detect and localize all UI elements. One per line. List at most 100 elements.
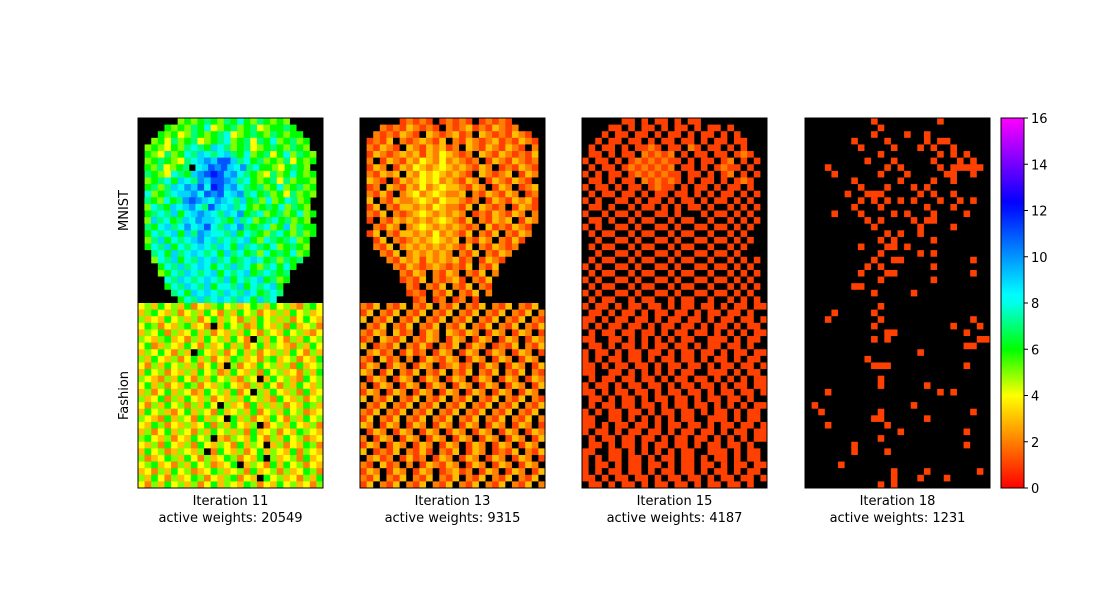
heatmap-cell — [700, 474, 708, 482]
heatmap-cell — [237, 435, 245, 443]
heatmap-cell — [291, 203, 298, 211]
heatmap-cell — [316, 210, 324, 218]
heatmap-cell — [753, 316, 761, 324]
heatmap-cell — [747, 144, 755, 152]
heatmap-cell — [595, 342, 603, 350]
heatmap-cell — [164, 454, 172, 462]
heatmap-cell — [621, 210, 629, 218]
heatmap-cell — [538, 303, 546, 310]
heatmap-cell — [426, 421, 433, 429]
heatmap-cell — [316, 428, 324, 436]
heatmap-cell — [661, 190, 669, 198]
heatmap-cell — [309, 157, 317, 165]
heatmap-cell — [296, 184, 304, 191]
heatmap-cell — [243, 441, 251, 449]
heatmap-cell — [197, 481, 205, 489]
heatmap-cell — [511, 336, 519, 343]
heatmap-cell — [197, 170, 205, 178]
heatmap-cell — [634, 415, 642, 423]
heatmap-cell — [399, 474, 407, 482]
heatmap-cell — [309, 151, 317, 158]
heatmap-cell — [171, 269, 178, 277]
heatmap-cell — [615, 415, 622, 423]
heatmap-cell — [276, 283, 284, 291]
heatmap-cell — [648, 164, 655, 172]
heatmap-cell — [283, 441, 291, 449]
heatmap-cell — [760, 210, 768, 218]
heatmap-cell — [177, 468, 185, 476]
heatmap-cell — [465, 316, 473, 324]
heatmap-cell — [432, 388, 440, 396]
heatmap-cell — [237, 124, 245, 132]
heatmap-cell — [303, 481, 311, 489]
heatmap-cell — [197, 309, 205, 317]
heatmap-cell — [518, 388, 526, 396]
heatmap-cell — [270, 355, 278, 363]
heatmap-cell — [727, 415, 735, 423]
heatmap-cell — [498, 197, 506, 205]
heatmap-cell — [531, 388, 539, 396]
heatmap-cell — [360, 131, 367, 139]
heatmap-cell — [309, 243, 317, 251]
heatmap-cell — [485, 369, 493, 376]
heatmap-cell — [393, 276, 400, 284]
heatmap-cell — [283, 329, 291, 337]
heatmap-cell — [753, 329, 761, 337]
heatmap-cell — [634, 388, 642, 396]
heatmap-cell — [250, 157, 258, 165]
heatmap-cell — [478, 349, 486, 357]
heatmap-cell — [250, 269, 258, 277]
heatmap-cell — [386, 375, 394, 383]
heatmap-cell — [601, 230, 609, 238]
heatmap-cell — [747, 322, 755, 330]
heatmap-cell — [674, 382, 682, 390]
heatmap-cell — [681, 283, 689, 291]
heatmap-cell — [687, 474, 695, 482]
heatmap-cell — [615, 289, 622, 297]
heatmap-cell — [492, 203, 500, 211]
heatmap-cell — [223, 316, 231, 324]
heatmap-cell — [525, 355, 533, 363]
heatmap-cell — [857, 118, 865, 125]
heatmap-cell — [747, 151, 755, 158]
heatmap-cell — [588, 223, 596, 231]
heatmap-cell — [276, 269, 284, 277]
heatmap-cell — [485, 243, 493, 251]
heatmap-cell — [197, 296, 205, 304]
heatmap-cell — [595, 395, 603, 403]
heatmap-cell — [237, 454, 245, 462]
heatmap-cell — [263, 243, 271, 251]
heatmap-cell — [309, 177, 317, 185]
heatmap-cell — [694, 289, 702, 297]
heatmap-cell — [667, 283, 675, 291]
heatmap-cell — [525, 375, 533, 383]
heatmap-cell — [720, 236, 728, 244]
heatmap-cell — [366, 388, 374, 396]
heatmap-cell — [595, 322, 603, 330]
heatmap-cell — [184, 223, 192, 231]
heatmap-cell — [360, 243, 367, 251]
heatmap-cell — [733, 263, 741, 271]
heatmap-cell — [223, 137, 231, 145]
heatmap-cell — [439, 170, 447, 178]
heatmap-cell — [687, 461, 695, 469]
heatmap-cell — [582, 382, 589, 390]
heatmap-cell — [379, 263, 387, 271]
heatmap-cell — [498, 210, 506, 218]
heatmap-cell — [217, 124, 225, 132]
heatmap-cell — [309, 428, 317, 436]
heatmap-cell — [963, 164, 971, 172]
heatmap-cell — [505, 144, 513, 152]
heatmap-cell — [190, 170, 198, 178]
heatmap-cell — [459, 296, 467, 304]
heatmap-panel — [137, 117, 324, 489]
heatmap-cell — [184, 369, 192, 376]
heatmap-cell — [360, 402, 367, 410]
heatmap-cell — [439, 137, 447, 145]
heatmap-cell — [164, 184, 172, 191]
heatmap-cell — [634, 144, 642, 152]
heatmap-cell — [930, 137, 938, 145]
heatmap-cell — [432, 137, 440, 145]
heatmap-cell — [204, 382, 211, 390]
heatmap-cell — [615, 118, 622, 125]
